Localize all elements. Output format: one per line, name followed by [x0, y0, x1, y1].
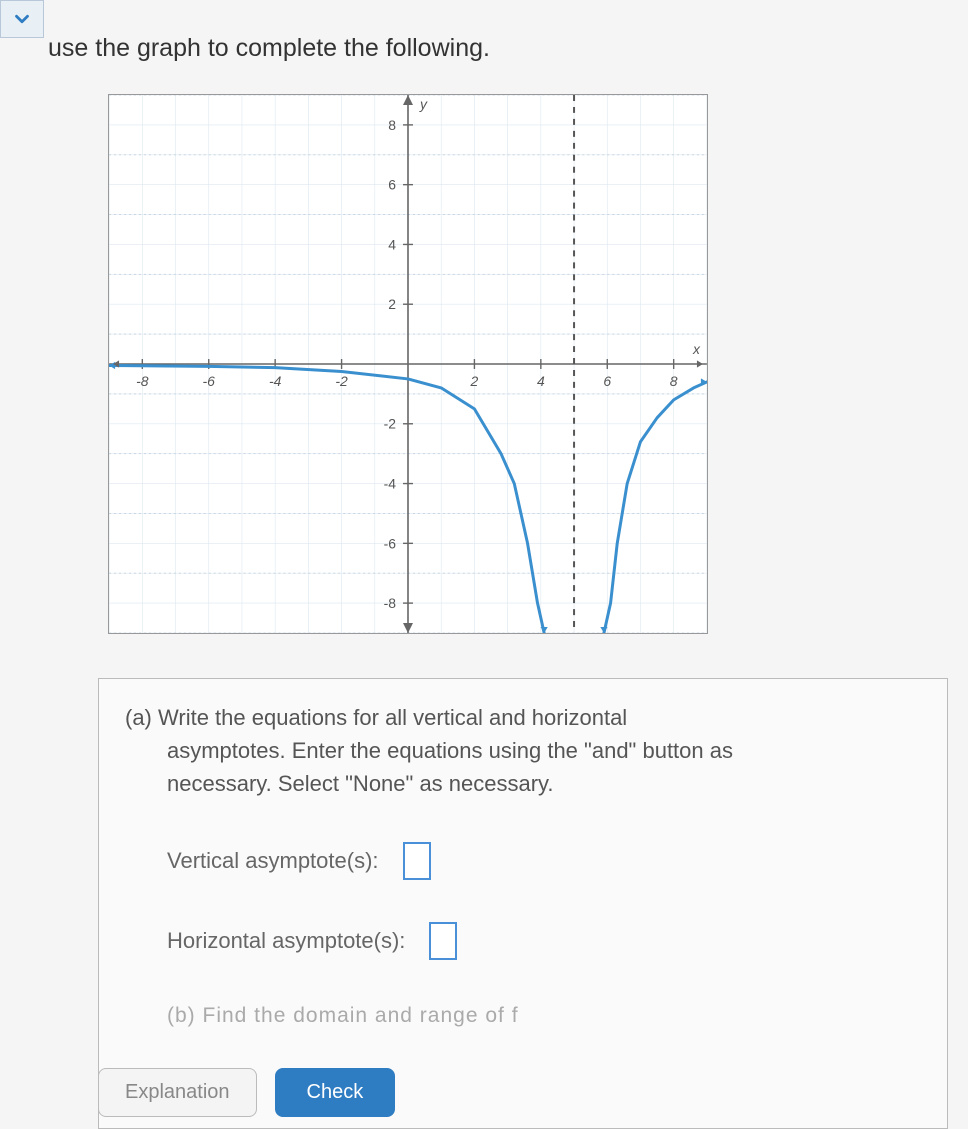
question-text: (a) Write the equations for all vertical…: [125, 701, 921, 800]
svg-text:4: 4: [537, 373, 545, 389]
svg-text:8: 8: [388, 117, 396, 133]
button-row: Explanation Check: [98, 1068, 395, 1117]
svg-text:-6: -6: [384, 535, 397, 551]
q-line1: Write the equations for all vertical and…: [158, 705, 627, 730]
svg-text:6: 6: [603, 373, 611, 389]
svg-text:-4: -4: [269, 373, 282, 389]
svg-text:-2: -2: [335, 373, 348, 389]
vertical-asymptote-input[interactable]: [403, 842, 431, 880]
explanation-button[interactable]: Explanation: [98, 1068, 257, 1117]
svg-text:-2: -2: [384, 416, 397, 432]
chevron-toggle[interactable]: [0, 0, 44, 38]
vertical-asymptote-label: Vertical asymptote(s):: [167, 848, 379, 874]
q-line2: asymptotes. Enter the equations using th…: [167, 738, 733, 763]
part-b-preview: (b) Find the domain and range of f: [125, 1004, 921, 1028]
chevron-down-icon: [11, 8, 33, 30]
function-graph: -8 -6 -4 -2 2 4 6 8 -8 -6 -4 -2 2 4 6 8 y x: [109, 95, 707, 633]
question-part-a: (a) Write the equations for all vertical…: [98, 678, 948, 1129]
part-prefix: (a): [125, 705, 152, 730]
svg-text:6: 6: [388, 177, 396, 193]
prompt-text: use the graph to complete the following.: [48, 34, 490, 63]
horizontal-asymptote-input[interactable]: [429, 922, 457, 960]
svg-text:-6: -6: [203, 373, 216, 389]
svg-text:4: 4: [388, 236, 396, 252]
graph-panel: -8 -6 -4 -2 2 4 6 8 -8 -6 -4 -2 2 4 6 8 y x: [108, 94, 708, 634]
horizontal-asymptote-label: Horizontal asymptote(s):: [167, 928, 405, 954]
svg-text:x: x: [692, 341, 701, 357]
svg-text:-4: -4: [384, 476, 397, 492]
vertical-asymptote-row: Vertical asymptote(s):: [125, 842, 921, 880]
q-line3: necessary. Select "None" as necessary.: [167, 771, 554, 796]
svg-text:2: 2: [388, 296, 396, 312]
svg-text:8: 8: [670, 373, 678, 389]
svg-text:-8: -8: [136, 373, 149, 389]
check-button[interactable]: Check: [275, 1068, 396, 1117]
horizontal-asymptote-row: Horizontal asymptote(s):: [125, 922, 921, 960]
svg-text:y: y: [419, 96, 428, 112]
svg-text:-8: -8: [384, 595, 397, 611]
svg-text:2: 2: [470, 373, 479, 389]
